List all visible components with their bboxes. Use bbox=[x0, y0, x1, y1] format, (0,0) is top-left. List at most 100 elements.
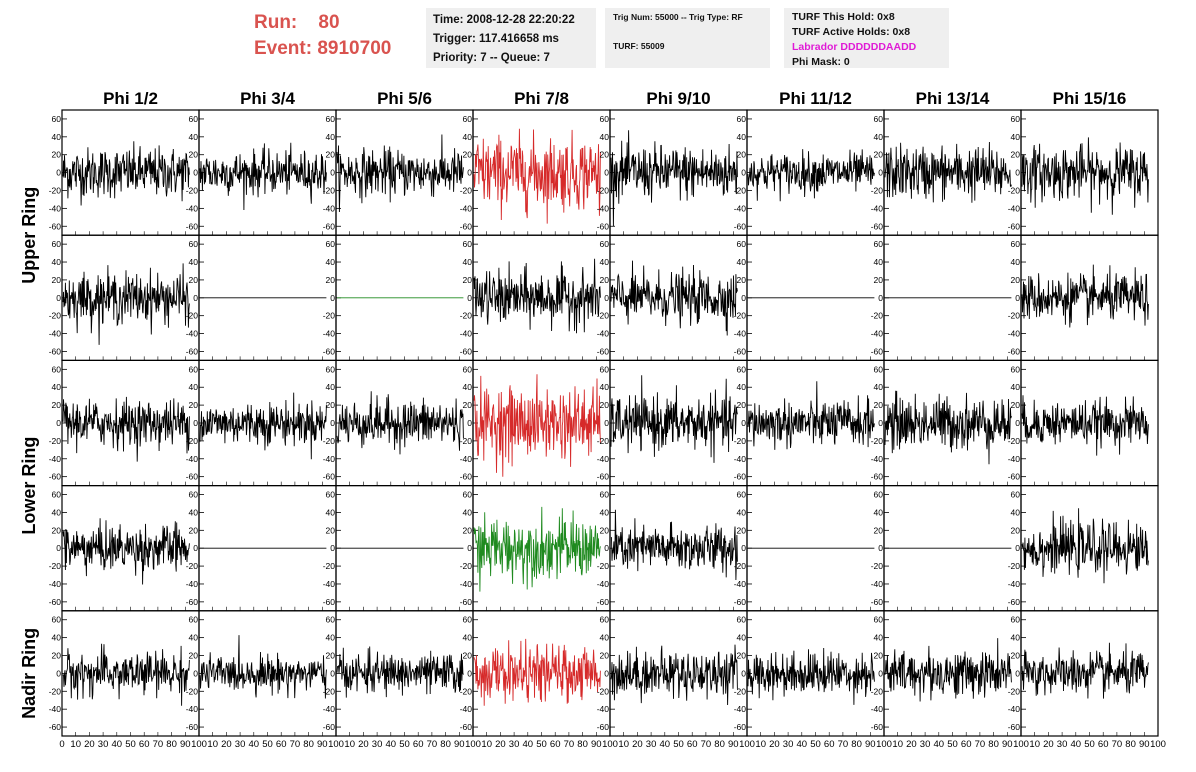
x-tick-label: 90 bbox=[1139, 739, 1150, 750]
y-tick-label: 20 bbox=[600, 275, 610, 285]
event-value: 8910700 bbox=[317, 38, 392, 59]
y-tick-label: 40 bbox=[52, 507, 62, 517]
x-tick-label: 60 bbox=[276, 739, 287, 750]
waveform-trace bbox=[747, 381, 875, 450]
y-tick-label: 60 bbox=[189, 239, 199, 249]
y-tick-label: 0 bbox=[878, 543, 883, 553]
y-tick-label: 60 bbox=[326, 364, 336, 374]
trig-num-text: Trig Num: 55000 -- Trig Type: RF bbox=[613, 12, 743, 22]
y-tick-label: -20 bbox=[460, 311, 473, 321]
y-tick-label: -40 bbox=[871, 329, 884, 339]
y-tick-label: -60 bbox=[460, 346, 473, 356]
y-tick-label: -40 bbox=[1008, 579, 1021, 589]
y-tick-label: -40 bbox=[49, 454, 62, 464]
event-label: Event: bbox=[254, 38, 313, 59]
y-tick-label: 40 bbox=[463, 507, 473, 517]
x-tick-label: 40 bbox=[249, 739, 260, 750]
y-tick-label: -60 bbox=[49, 221, 62, 231]
y-tick-label: 40 bbox=[737, 382, 747, 392]
y-tick-label: -60 bbox=[186, 221, 199, 231]
turf-active-holds-text: TURF Active Holds: 0x8 bbox=[792, 26, 911, 38]
y-tick-label: 40 bbox=[326, 382, 336, 392]
column-header: Phi 7/8 bbox=[514, 89, 569, 108]
x-tick-label: 30 bbox=[509, 739, 520, 750]
y-tick-label: -40 bbox=[734, 579, 747, 589]
waveform-trace bbox=[62, 141, 190, 206]
y-tick-label: -60 bbox=[460, 597, 473, 607]
x-tick-label: 0 bbox=[59, 739, 64, 750]
y-tick-label: -20 bbox=[597, 686, 610, 696]
x-tick-label: 100 bbox=[876, 739, 892, 750]
y-tick-label: 60 bbox=[463, 615, 473, 625]
turf-text: TURF: 55009 bbox=[613, 41, 665, 51]
y-tick-label: -60 bbox=[1008, 221, 1021, 231]
y-tick-label: 20 bbox=[874, 150, 884, 160]
y-tick-label: 0 bbox=[604, 668, 609, 678]
waveform-trace bbox=[473, 506, 601, 592]
y-tick-label: 40 bbox=[737, 507, 747, 517]
waveform-trace bbox=[610, 644, 738, 706]
y-tick-label: 40 bbox=[326, 633, 336, 643]
x-tick-label: 80 bbox=[440, 739, 451, 750]
y-tick-label: -60 bbox=[323, 346, 336, 356]
waveform-trace bbox=[1021, 264, 1149, 328]
y-tick-label: 20 bbox=[874, 525, 884, 535]
y-tick-label: -20 bbox=[871, 436, 884, 446]
y-tick-label: 60 bbox=[189, 364, 199, 374]
y-tick-label: 40 bbox=[1011, 633, 1021, 643]
y-tick-label: -20 bbox=[323, 561, 336, 571]
y-tick-label: -40 bbox=[1008, 704, 1021, 714]
y-tick-label: -40 bbox=[871, 454, 884, 464]
y-tick-label: -20 bbox=[734, 561, 747, 571]
y-tick-label: 60 bbox=[1011, 239, 1021, 249]
y-tick-label: 20 bbox=[874, 400, 884, 410]
y-tick-label: 40 bbox=[874, 382, 884, 392]
x-tick-label: 20 bbox=[632, 739, 643, 750]
x-tick-label: 40 bbox=[934, 739, 945, 750]
x-tick-label: 70 bbox=[701, 739, 712, 750]
y-tick-label: 40 bbox=[874, 633, 884, 643]
y-tick-label: -60 bbox=[460, 472, 473, 482]
y-tick-label: -20 bbox=[323, 436, 336, 446]
ring-label: Upper Ring bbox=[19, 187, 39, 284]
y-tick-label: 60 bbox=[1011, 615, 1021, 625]
y-tick-label: 0 bbox=[193, 293, 198, 303]
y-tick-label: 40 bbox=[874, 132, 884, 142]
y-tick-label: 0 bbox=[878, 668, 883, 678]
y-tick-label: -40 bbox=[49, 203, 62, 213]
y-tick-label: 20 bbox=[52, 275, 62, 285]
x-tick-label: 30 bbox=[1057, 739, 1068, 750]
y-tick-label: -60 bbox=[734, 472, 747, 482]
y-tick-label: 60 bbox=[189, 490, 199, 500]
y-tick-label: 60 bbox=[463, 364, 473, 374]
y-tick-label: 40 bbox=[600, 507, 610, 517]
y-tick-label: 20 bbox=[1011, 275, 1021, 285]
y-tick-label: 0 bbox=[56, 168, 61, 178]
y-tick-label: 40 bbox=[600, 257, 610, 267]
y-tick-label: 40 bbox=[874, 507, 884, 517]
x-tick-label: 100 bbox=[602, 739, 618, 750]
y-tick-label: 20 bbox=[189, 651, 199, 661]
y-tick-label: 20 bbox=[463, 651, 473, 661]
y-tick-label: -20 bbox=[871, 561, 884, 571]
y-tick-label: 60 bbox=[600, 364, 610, 374]
y-tick-label: -20 bbox=[49, 686, 62, 696]
run-value: 80 bbox=[318, 12, 340, 33]
y-tick-label: 0 bbox=[467, 668, 472, 678]
y-tick-label: 0 bbox=[467, 293, 472, 303]
y-tick-label: -60 bbox=[597, 597, 610, 607]
y-tick-label: 0 bbox=[330, 293, 335, 303]
waveform-trace bbox=[1021, 642, 1149, 699]
y-tick-label: 20 bbox=[52, 651, 62, 661]
y-tick-label: 40 bbox=[326, 507, 336, 517]
y-tick-label: 0 bbox=[467, 418, 472, 428]
run-label: Run: bbox=[254, 12, 298, 33]
y-tick-label: 20 bbox=[52, 400, 62, 410]
y-tick-label: 0 bbox=[467, 543, 472, 553]
waveform-trace bbox=[62, 396, 190, 462]
y-tick-label: -40 bbox=[734, 704, 747, 714]
y-tick-label: -40 bbox=[734, 454, 747, 464]
phi-mask-text: Phi Mask: 0 bbox=[792, 56, 850, 68]
y-tick-label: 0 bbox=[193, 418, 198, 428]
y-tick-label: -40 bbox=[597, 329, 610, 339]
